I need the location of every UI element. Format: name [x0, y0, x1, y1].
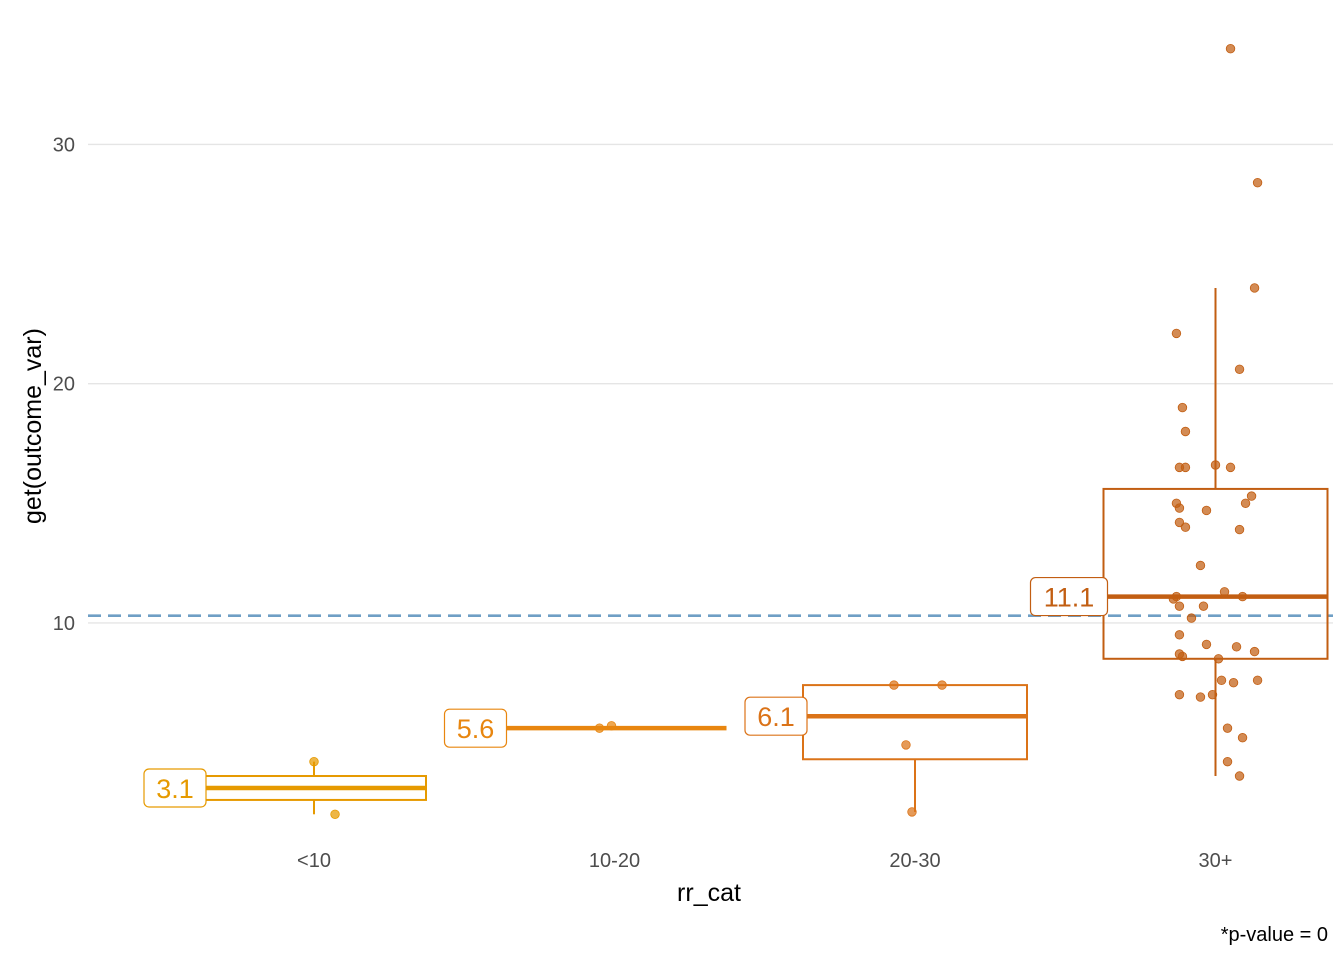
data-point	[1213, 654, 1224, 664]
data-point	[1201, 639, 1212, 650]
data-point	[1198, 601, 1209, 611]
median-label: 3.1	[156, 774, 194, 804]
data-point	[309, 756, 319, 767]
data-point	[1201, 505, 1212, 516]
data-point	[1177, 651, 1188, 662]
y-tick-label: 10	[53, 613, 75, 635]
y-tick-labels: 10 20 30	[53, 134, 75, 634]
data-point	[1180, 522, 1191, 532]
data-point	[1177, 402, 1188, 413]
data-point	[1216, 675, 1227, 686]
chart-caption: *p-value = 0	[1221, 924, 1328, 946]
data-point	[1246, 491, 1257, 501]
data-point	[1174, 689, 1185, 700]
x-tick-label: 20-30	[889, 850, 940, 872]
y-axis-title: get(outcome_var)	[19, 328, 47, 524]
data-point	[1228, 678, 1239, 688]
y-gridlines	[88, 143, 1333, 624]
data-point	[1225, 44, 1236, 54]
median-label-box	[744, 696, 808, 736]
data-point	[1252, 177, 1263, 188]
data-point	[1180, 462, 1191, 473]
data-point	[889, 680, 899, 690]
median-label-box	[443, 708, 508, 748]
data-point	[1222, 723, 1233, 733]
x-tick-label: 30+	[1199, 850, 1233, 872]
data-point	[330, 809, 340, 819]
median-label: 11.1	[1044, 583, 1095, 613]
data-point	[1249, 283, 1260, 293]
x-tick-label: 10-20	[589, 850, 640, 872]
x-axis-title: rr_cat	[677, 879, 741, 907]
data-point	[1174, 630, 1185, 640]
y-tick-label: 20	[53, 374, 75, 396]
data-point	[1171, 328, 1182, 339]
data-point	[1210, 460, 1221, 470]
data-point	[1231, 642, 1242, 652]
data-point	[1237, 733, 1248, 743]
box-group-1: 5.6	[443, 708, 727, 748]
data-point	[1168, 594, 1179, 604]
data-point	[1225, 462, 1236, 473]
data-point	[1174, 601, 1185, 611]
y-tick-label: 30	[53, 134, 75, 156]
data-point	[1234, 364, 1245, 374]
box-group-0: 3.1	[143, 756, 427, 819]
box	[802, 684, 1028, 761]
data-point	[907, 807, 917, 817]
data-point	[1195, 692, 1206, 702]
data-point	[1222, 756, 1233, 767]
box	[1102, 487, 1329, 660]
data-point	[1252, 675, 1263, 686]
data-point	[1174, 503, 1185, 513]
data-point	[594, 723, 605, 733]
data-point	[1249, 646, 1260, 657]
box-group-3: 11.1	[1029, 44, 1329, 781]
data-point	[901, 740, 911, 750]
data-point	[1240, 498, 1251, 508]
data-point	[1237, 591, 1248, 602]
data-point	[1234, 524, 1245, 535]
data-point	[1186, 613, 1197, 623]
data-point	[1219, 587, 1230, 597]
data-point	[937, 680, 947, 690]
data-point	[1234, 771, 1245, 781]
data-point	[1195, 560, 1206, 571]
data-point	[1180, 426, 1191, 437]
x-tick-label: <10	[297, 850, 331, 872]
median-label: 5.6	[457, 714, 495, 744]
x-tick-labels: <10 10-20 20-30 30+	[297, 850, 1232, 872]
median-label: 6.1	[757, 702, 795, 732]
data-point	[1207, 689, 1218, 700]
data-point	[606, 721, 617, 731]
median-label-box	[143, 768, 207, 808]
median-label-box	[1029, 576, 1109, 617]
box-groups: 3.1 5.6 6.1 11.1	[143, 44, 1329, 819]
box-group-2: 6.1	[744, 680, 1028, 817]
